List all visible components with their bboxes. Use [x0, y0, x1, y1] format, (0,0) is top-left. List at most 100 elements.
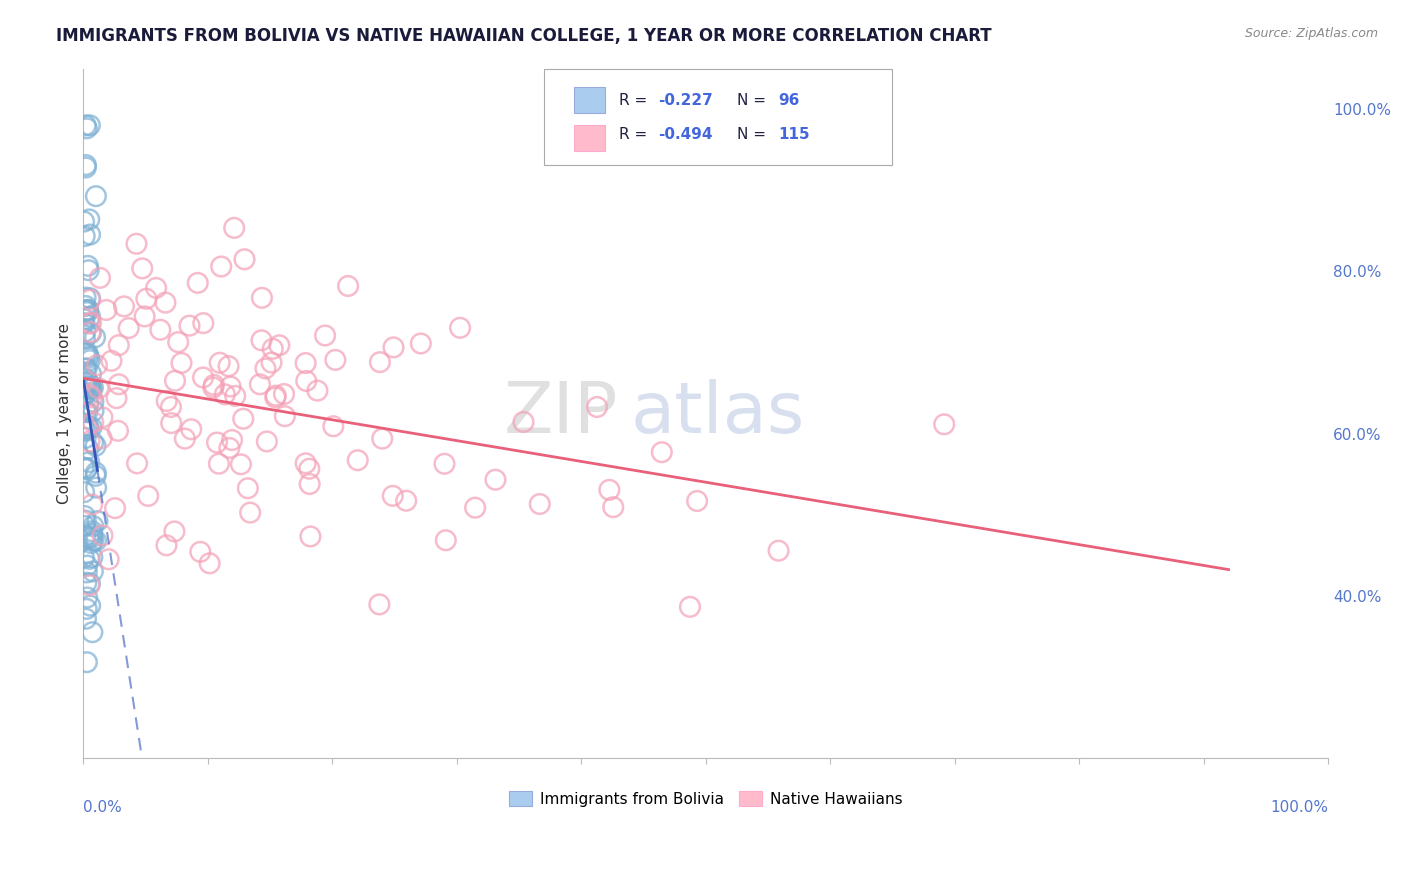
Point	[254, 361, 277, 376]
Point	[79, 291, 101, 305]
Point	[145, 281, 167, 295]
Point	[768, 543, 790, 558]
Point	[76, 655, 98, 669]
Point	[381, 489, 404, 503]
Point	[86, 514, 108, 528]
Point	[79, 551, 101, 566]
Point	[256, 434, 278, 449]
Point	[76, 303, 98, 318]
Point	[322, 419, 344, 434]
Point	[262, 342, 284, 356]
Point	[76, 461, 98, 475]
Point	[91, 528, 114, 542]
Point	[125, 456, 148, 470]
Point	[79, 381, 101, 395]
Point	[651, 445, 673, 459]
Point	[107, 424, 129, 438]
Point	[202, 380, 225, 394]
Point	[77, 397, 100, 411]
Text: N =: N =	[737, 93, 770, 108]
Point	[163, 524, 186, 539]
Point	[934, 417, 956, 432]
Text: R =: R =	[619, 128, 652, 142]
Point	[77, 212, 100, 227]
Point	[80, 367, 103, 381]
Point	[218, 359, 240, 374]
Point	[73, 312, 96, 326]
Point	[80, 536, 103, 550]
Text: -0.227: -0.227	[658, 93, 713, 108]
Point	[77, 422, 100, 436]
Point	[75, 325, 97, 339]
Point	[82, 625, 104, 640]
Point	[264, 389, 287, 403]
Point	[80, 420, 103, 434]
Point	[232, 411, 254, 425]
Point	[100, 353, 122, 368]
Point	[75, 372, 97, 386]
Point	[75, 119, 97, 133]
Point	[73, 550, 96, 565]
Point	[77, 442, 100, 456]
Point	[239, 506, 262, 520]
Point	[75, 529, 97, 543]
Point	[160, 400, 183, 414]
Point	[208, 356, 231, 370]
Point	[512, 415, 534, 429]
Point	[224, 220, 246, 235]
Point	[155, 538, 177, 552]
Point	[76, 405, 98, 419]
Text: IMMIGRANTS FROM BOLIVIA VS NATIVE HAWAIIAN COLLEGE, 1 YEAR OR MORE CORRELATION C: IMMIGRANTS FROM BOLIVIA VS NATIVE HAWAII…	[56, 27, 991, 45]
Text: N =: N =	[737, 128, 770, 142]
Point	[80, 524, 103, 538]
Point	[131, 261, 153, 276]
Point	[80, 527, 103, 541]
Point	[269, 338, 291, 352]
Point	[80, 326, 103, 340]
Point	[294, 356, 316, 370]
Point	[368, 598, 391, 612]
Point	[79, 377, 101, 392]
Point	[337, 279, 360, 293]
Bar	[574, 125, 605, 152]
Point	[135, 292, 157, 306]
Point	[76, 376, 98, 390]
Point	[76, 591, 98, 605]
FancyBboxPatch shape	[544, 69, 893, 165]
Point	[368, 355, 391, 369]
Point	[80, 382, 103, 396]
Point	[224, 389, 246, 403]
Point	[75, 380, 97, 394]
Point	[80, 498, 103, 512]
Point	[198, 557, 221, 571]
Point	[214, 387, 236, 401]
Point	[295, 374, 318, 388]
Point	[96, 303, 118, 318]
Point	[75, 405, 97, 419]
Point	[86, 358, 108, 372]
Point	[221, 433, 243, 447]
Point	[73, 346, 96, 360]
Point	[193, 316, 215, 330]
Point	[191, 370, 214, 384]
Point	[87, 381, 110, 395]
Point	[82, 435, 104, 450]
Point	[82, 415, 104, 429]
Point	[79, 599, 101, 613]
Point	[97, 552, 120, 566]
Point	[79, 576, 101, 591]
Point	[434, 533, 457, 548]
Point	[105, 391, 128, 405]
Point	[112, 299, 135, 313]
Point	[219, 379, 242, 393]
Point	[82, 550, 104, 565]
Point	[79, 388, 101, 402]
Point	[76, 558, 98, 573]
Text: 96: 96	[778, 93, 799, 108]
Point	[72, 460, 94, 475]
Point	[371, 432, 394, 446]
Y-axis label: College, 1 year or more: College, 1 year or more	[58, 323, 72, 504]
Point	[75, 575, 97, 590]
Point	[75, 361, 97, 376]
Point	[179, 318, 201, 333]
